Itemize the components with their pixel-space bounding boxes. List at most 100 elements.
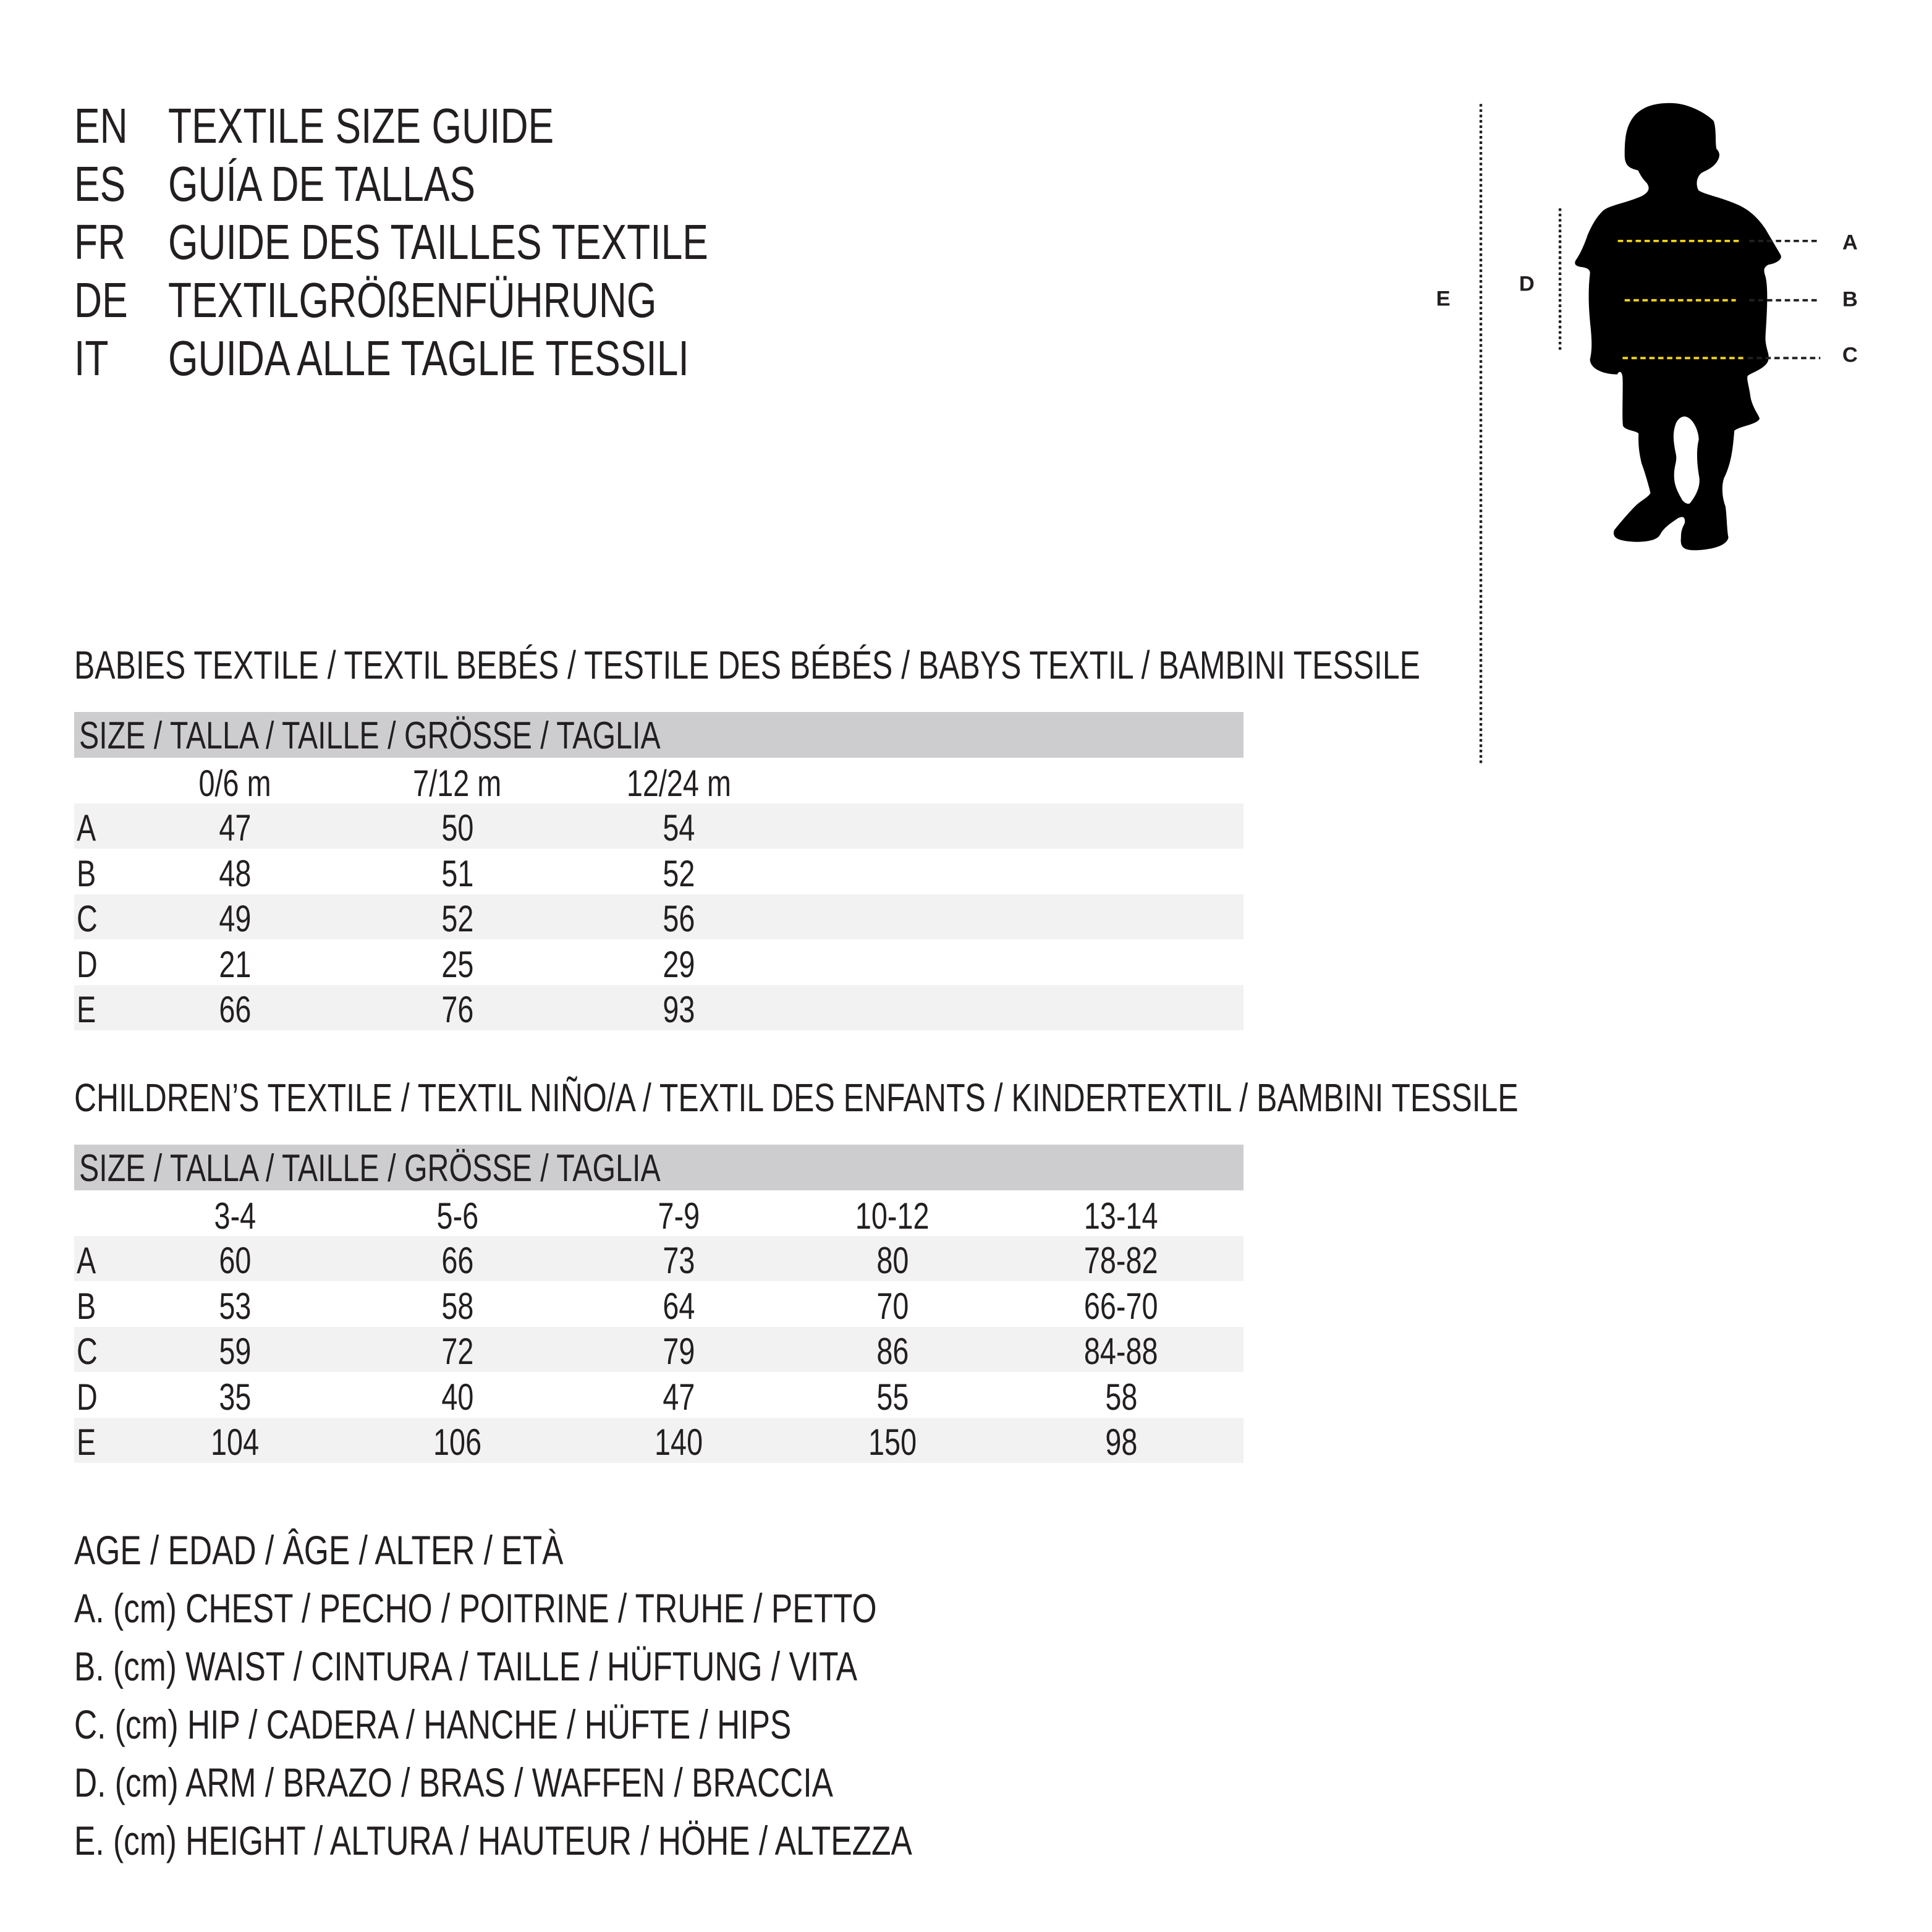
table-cell: 47 [662,1376,695,1418]
title-text: TEXTILGRÖßENFÜHRUNG [168,273,657,328]
lang-code: EN [74,98,128,153]
title-text: TEXTILE SIZE GUIDE [168,98,554,153]
size-header-text: SIZE / TALLA / TAILLE / GRÖSSE / TAGLIA [79,1147,661,1190]
table-cell: 86 [876,1331,909,1372]
label-b: B [1842,287,1858,311]
row-label: B [77,1285,96,1327]
table-cell: 66 [218,989,252,1030]
table-cell: 60 [218,1240,252,1281]
row-label: D [77,943,98,985]
column-header: 7/12 m [413,763,502,804]
table-row: C 49 52 56 [74,894,1244,939]
child-silhouette-icon [1575,103,1781,551]
table-cell: 29 [662,943,695,985]
table-cell: 53 [218,1285,252,1327]
table-cell: 48 [218,852,252,894]
column-header: 5-6 [436,1195,478,1237]
table-cell: 54 [662,807,695,849]
label-e: E [1436,287,1451,310]
column-header: 13-14 [1084,1195,1158,1237]
table-cell: 58 [1104,1376,1138,1418]
size-header-bar: SIZE / TALLA / TAILLE / GRÖSSE / TAGLIA [74,712,1244,758]
table-cell: 64 [662,1285,695,1327]
table-row: B 53 58 64 70 66-70 [74,1282,1244,1327]
table-cell: 93 [662,989,695,1030]
table-cell: 55 [876,1376,909,1418]
table-cell: 70 [876,1285,909,1327]
row-label: A [77,1240,96,1281]
table-cell: 58 [441,1285,474,1327]
size-header-text: SIZE / TALLA / TAILLE / GRÖSSE / TAGLIA [79,714,661,757]
column-header: 3-4 [214,1195,256,1237]
legend-text: C. (cm) HIP / CADERA / HANCHE / HÜFTE / … [74,1701,792,1747]
table-row: C 59 72 79 86 84-88 [74,1327,1244,1372]
column-header-row: 0/6 m 7/12 m 12/24 m [74,759,1244,804]
child-silhouette-diagram: A B C D E [1436,103,1858,766]
column-header: 12/24 m [626,763,731,804]
table-cell: 66 [441,1240,474,1281]
table-cell: 98 [1104,1421,1138,1463]
label-c: C [1842,344,1858,367]
table-cell: 47 [218,807,252,849]
row-label: E [77,1421,96,1463]
row-label: B [77,852,96,894]
table-cell: 25 [441,943,474,985]
table-row: E 104 106 140 150 98 [74,1418,1244,1463]
table-cell: 59 [218,1331,252,1372]
legend-text: A. (cm) CHEST / PECHO / POITRINE / TRUHE… [74,1585,877,1631]
row-label: D [77,1376,98,1418]
babies-heading-text: BABIES TEXTILE / TEXTIL BEBÉS / TESTILE … [74,643,1420,687]
column-header: 0/6 m [198,763,271,804]
title-text: GUIDA ALLE TAGLIE TESSILI [168,331,689,386]
size-header-bar: SIZE / TALLA / TAILLE / GRÖSSE / TAGLIA [74,1145,1244,1190]
legend-item: AGE / EDAD / ÂGE / ALTER / ETÀ [74,1521,701,1579]
legend-text: B. (cm) WAIST / CINTURA / TAILLE / HÜFTU… [74,1643,858,1689]
table-cell: 150 [868,1421,917,1463]
table-cell: 104 [210,1421,260,1463]
legend-text: AGE / EDAD / ÂGE / ALTER / ETÀ [74,1527,564,1573]
babies-heading: BABIES TEXTILE / TEXTIL BEBÉS / TESTILE … [74,640,1800,690]
table-row: B 48 51 52 [74,849,1244,894]
row-label: E [77,989,96,1030]
row-label: C [77,1331,98,1372]
legend-item: E. (cm) HEIGHT / ALTURA / HAUTEUR / HÖHE… [74,1811,1148,1870]
legend-item: B. (cm) WAIST / CINTURA / TAILLE / HÜFTU… [74,1637,1078,1695]
row-label: C [77,898,98,939]
table-cell: 21 [218,943,252,985]
legend-text: E. (cm) HEIGHT / ALTURA / HAUTEUR / HÖHE… [74,1818,912,1863]
row-label: A [77,807,96,849]
table-cell: 51 [441,852,474,894]
lang-code: ES [74,156,126,211]
measure-lines [1617,239,1821,360]
label-a: A [1842,231,1858,254]
table-cell: 76 [441,989,474,1030]
legend-item: A. (cm) CHEST / PECHO / POITRINE / TRUHE… [74,1579,1103,1637]
table-row: E 66 76 93 [74,985,1244,1030]
table-cell: 52 [662,852,695,894]
legend-item: C. (cm) HIP / CADERA / HANCHE / HÜFTE / … [74,1695,994,1753]
table-cell: 52 [441,898,474,939]
table-cell: 140 [654,1421,703,1463]
table-cell: 40 [441,1376,474,1418]
table-row: A 60 66 73 80 78-82 [74,1236,1244,1281]
table-row: D 21 25 29 [74,940,1244,985]
title-text: GUIDE DES TAILLES TEXTILE [168,214,708,269]
table-cell: 66-70 [1084,1285,1158,1327]
column-header: 7-9 [658,1195,700,1237]
lang-code: FR [74,214,126,269]
label-d: D [1519,272,1535,295]
table-cell: 79 [662,1331,695,1372]
legend-text: D. (cm) ARM / BRAZO / BRAS / WAFFEN / BR… [74,1760,833,1805]
table-cell: 106 [433,1421,482,1463]
table-cell: 73 [662,1240,695,1281]
title-text: GUÍA DE TALLAS [168,156,476,211]
children-heading-text: CHILDREN’S TEXTILE / TEXTIL NIÑO/A / TEX… [74,1075,1519,1120]
lang-code: DE [74,273,128,328]
table-row: A 47 50 54 [74,803,1244,849]
table-cell: 49 [218,898,252,939]
table-cell: 72 [441,1331,474,1372]
table-cell: 50 [441,807,474,849]
table-cell: 84-88 [1084,1331,1158,1372]
table-cell: 80 [876,1240,909,1281]
legend-item: D. (cm) ARM / BRAZO / BRAS / WAFFEN / BR… [74,1753,1047,1811]
